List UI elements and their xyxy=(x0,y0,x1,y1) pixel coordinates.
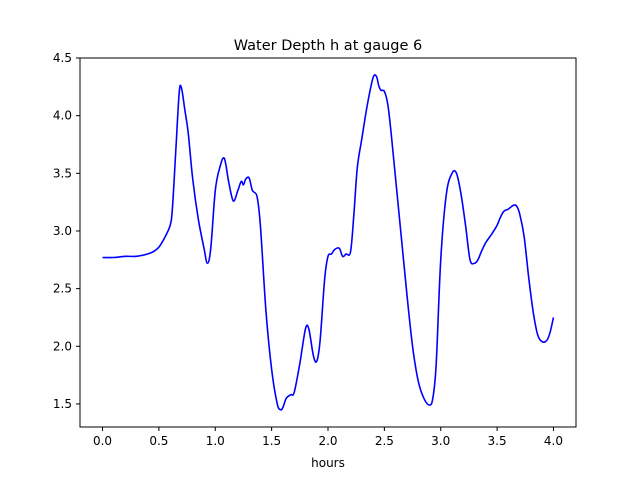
x-tick-label: 4.0 xyxy=(544,434,563,448)
x-tick-label: 1.0 xyxy=(206,434,225,448)
x-tick-label: 0.5 xyxy=(149,434,168,448)
x-tick-label: 3.5 xyxy=(488,434,507,448)
y-tick-label: 4.5 xyxy=(53,51,72,65)
y-tick-label: 1.5 xyxy=(53,397,72,411)
y-axis: 1.5 2.0 2.5 3.0 3.5 4.0 4.5 xyxy=(53,51,80,411)
x-axis: 0.0 0.5 1.0 1.5 2.0 2.5 3.0 3.5 4.0 xyxy=(93,427,563,448)
x-tick-label: 1.5 xyxy=(262,434,281,448)
x-tick-label: 2.0 xyxy=(318,434,337,448)
y-tick-label: 2.5 xyxy=(53,282,72,296)
y-tick-label: 3.5 xyxy=(53,166,72,180)
series-layer xyxy=(102,73,555,411)
y-tick-label: 2.0 xyxy=(53,339,72,353)
x-tick-label: 0.0 xyxy=(93,434,112,448)
series-line xyxy=(102,73,555,411)
chart-title: Water Depth h at gauge 6 xyxy=(234,38,422,54)
y-tick-label: 3.0 xyxy=(53,224,72,238)
plot-frame xyxy=(79,57,577,428)
x-tick-label: 2.5 xyxy=(375,434,394,448)
x-axis-label: hours xyxy=(311,456,345,470)
y-tick-label: 4.0 xyxy=(53,109,72,123)
x-tick-label: 3.0 xyxy=(431,434,450,448)
